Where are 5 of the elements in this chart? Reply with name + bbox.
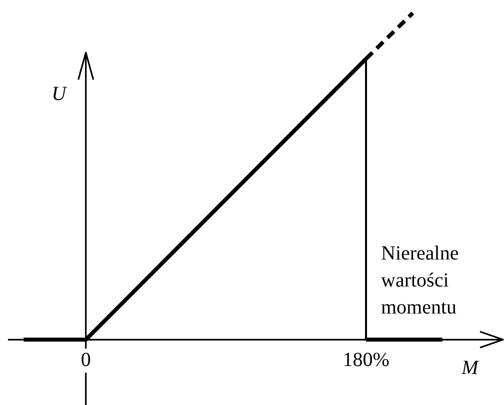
- annotation: Nierealne wartości momentu: [381, 242, 459, 319]
- x-tick-label: 180%: [342, 348, 390, 371]
- x-axis-title: M: [460, 356, 480, 379]
- x-tick-label: 0: [80, 348, 91, 371]
- y-axis-title: U: [52, 82, 68, 105]
